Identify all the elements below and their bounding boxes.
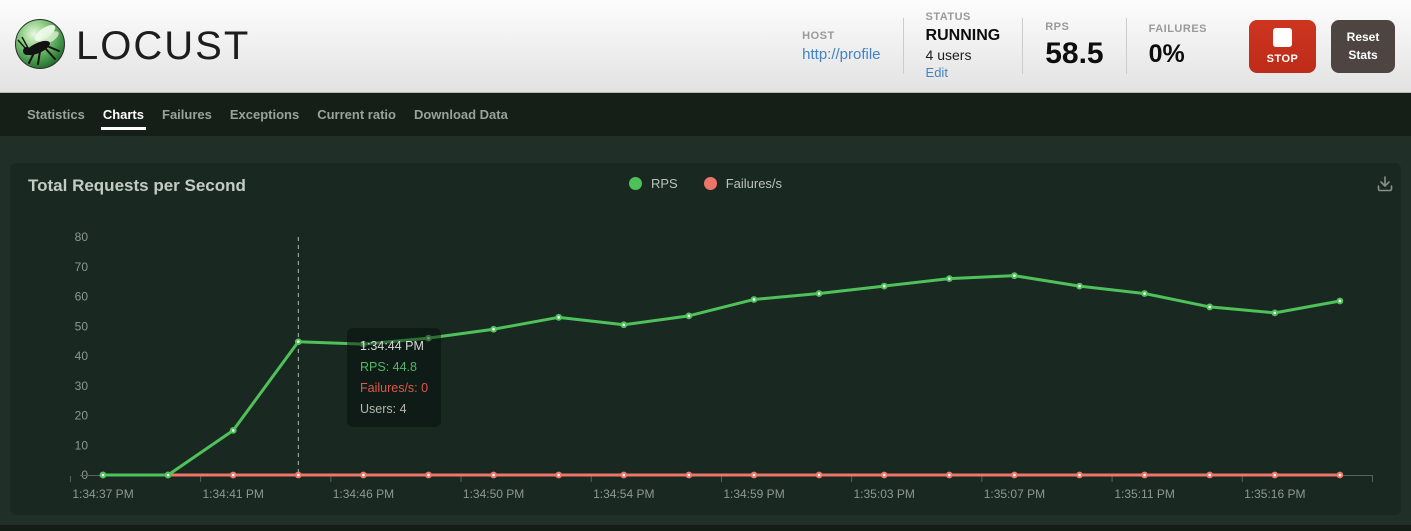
status-block: STATUS RUNNING 4 users Edit xyxy=(904,11,1023,82)
rps-block: RPS 58.5 xyxy=(1023,21,1125,71)
svg-text:1:34:59 PM: 1:34:59 PM xyxy=(723,487,784,501)
status-label: STATUS xyxy=(925,10,971,23)
divider xyxy=(1125,18,1127,74)
stop-button[interactable]: STOP xyxy=(1249,19,1316,73)
rps-value: 58.5 xyxy=(1045,37,1104,70)
legend-label: Failures/s xyxy=(725,176,783,191)
svg-text:1:34:54 PM: 1:34:54 PM xyxy=(593,487,654,501)
chart-tooltip: 1:34:44 PM RPS: 44.8 Failures/s: 0 Users… xyxy=(347,328,442,427)
reset-stats-button[interactable]: Reset Stats xyxy=(1331,19,1395,73)
tab-charts[interactable]: Charts xyxy=(100,93,147,136)
rps-legend-dot-icon xyxy=(628,177,642,190)
user-count: 4 users xyxy=(925,46,972,63)
svg-text:1:35:11 PM: 1:35:11 PM xyxy=(1114,487,1174,501)
failures-legend-dot-icon xyxy=(703,177,717,190)
svg-text:80: 80 xyxy=(75,230,89,244)
locust-logo-icon xyxy=(14,18,66,75)
tooltip-users: Users: 4 xyxy=(360,402,407,416)
stop-square-icon xyxy=(1273,27,1292,47)
chart-title: Total Requests per Second xyxy=(28,176,246,195)
legend-item-failures[interactable]: Failures/s xyxy=(703,176,783,191)
top-header: LOCUST HOST http://profile STATUS RUNNIN… xyxy=(0,0,1411,93)
header-stats: HOST http://profile STATUS RUNNING 4 use… xyxy=(780,11,1411,82)
svg-text:1:35:03 PM: 1:35:03 PM xyxy=(854,487,915,501)
app-title: LOCUST xyxy=(76,23,251,68)
rps-chart-panel: 010203040506070801:34:37 PM1:34:41 PM1:3… xyxy=(10,163,1401,515)
main-nav: Statistics Charts Failures Exceptions Cu… xyxy=(0,93,1411,136)
legend-item-rps[interactable]: RPS xyxy=(628,176,678,191)
svg-text:30: 30 xyxy=(75,379,89,393)
failures-block: FAILURES 0% xyxy=(1127,23,1229,69)
edit-link[interactable]: Edit xyxy=(925,64,948,80)
divider xyxy=(1022,18,1024,74)
svg-text:40: 40 xyxy=(75,349,89,363)
rps-label: RPS xyxy=(1045,21,1070,33)
tooltip-failures: Failures/s: 0 xyxy=(360,381,429,395)
svg-text:1:34:37 PM: 1:34:37 PM xyxy=(72,487,133,501)
failures-value: 0% xyxy=(1148,40,1185,68)
tab-failures[interactable]: Failures xyxy=(162,107,212,122)
svg-text:50: 50 xyxy=(75,319,89,333)
host-label: HOST xyxy=(802,29,835,42)
rps-chart[interactable]: 010203040506070801:34:37 PM1:34:41 PM1:3… xyxy=(10,163,1401,515)
host-block: HOST http://profile xyxy=(780,30,902,63)
svg-text:1:35:16 PM: 1:35:16 PM xyxy=(1244,487,1305,501)
download-icon[interactable] xyxy=(1375,174,1395,199)
tab-exceptions[interactable]: Exceptions xyxy=(229,107,300,122)
svg-text:1:34:41 PM: 1:34:41 PM xyxy=(203,487,264,501)
host-link[interactable]: http://profile xyxy=(802,45,881,63)
stop-button-label: STOP xyxy=(1266,52,1299,65)
svg-text:70: 70 xyxy=(75,260,89,274)
svg-text:20: 20 xyxy=(75,409,89,423)
chart-legend: RPS Failures/s xyxy=(10,176,1401,191)
svg-text:1:34:50 PM: 1:34:50 PM xyxy=(463,487,524,501)
footer-strip xyxy=(0,525,1411,531)
tooltip-rps: RPS: 44.8 xyxy=(360,360,417,374)
svg-text:1:34:46 PM: 1:34:46 PM xyxy=(333,487,394,501)
legend-label: RPS xyxy=(650,176,678,191)
divider xyxy=(902,18,904,74)
failures-label: FAILURES xyxy=(1148,23,1207,35)
tooltip-time: 1:34:44 PM xyxy=(360,339,424,353)
tab-current-ratio[interactable]: Current ratio xyxy=(317,107,396,122)
tab-download-data[interactable]: Download Data xyxy=(413,107,508,122)
logo: LOCUST xyxy=(0,18,250,75)
svg-text:10: 10 xyxy=(75,438,89,452)
svg-text:60: 60 xyxy=(75,290,89,304)
tab-statistics[interactable]: Statistics xyxy=(27,107,85,122)
header-buttons: STOP Reset Stats xyxy=(1249,19,1395,73)
page-content: 010203040506070801:34:37 PM1:34:41 PM1:3… xyxy=(0,136,1411,531)
status-value: RUNNING xyxy=(925,26,1001,44)
svg-text:1:35:07 PM: 1:35:07 PM xyxy=(984,487,1045,501)
